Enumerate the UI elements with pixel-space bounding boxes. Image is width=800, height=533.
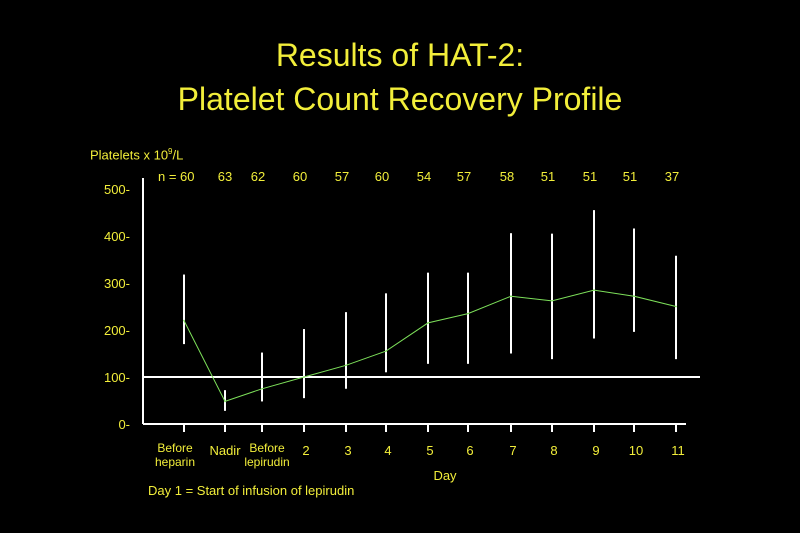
y-tick-label: 300- [104,276,130,291]
x-tick-label-line: lepirudin [244,455,289,469]
data-point [593,289,595,291]
n-count-label: 51 [541,169,555,184]
y-tick-label: 100- [104,370,130,385]
y-tick-label: 0- [118,417,130,432]
slide-title-line1: Results of HAT-2: [275,37,525,73]
y-axis-label-suffix: /L [172,147,184,163]
n-count-label: 51 [623,169,637,184]
y-tick-label: 500- [104,182,130,197]
series-line [183,289,677,403]
data-point [467,312,469,315]
n-count-label: 63 [218,169,232,184]
data-point [183,319,185,322]
n-count-label: 62 [251,169,265,184]
x-tick-label-line: Before [249,441,285,455]
n-count-label: 57 [457,169,471,184]
y-tick-label: 200- [104,323,130,338]
x-tick-label: 5 [426,443,433,458]
data-point [385,350,387,352]
data-point [345,364,347,367]
data-point [261,387,263,390]
n-count-label: 58 [500,169,514,184]
data-point [427,322,429,324]
data-point [224,400,226,403]
data-point [675,305,677,308]
y-axis-label-prefix: Platelets x 10 [90,147,169,163]
data-point [303,376,305,378]
x-tick-label: 2 [302,443,309,458]
x-tick-label: Nadir [209,443,241,458]
n-count-label: 51 [583,169,597,184]
x-tick-label: 9 [592,443,599,458]
x-tick-label: Before lepirudin [244,441,289,469]
y-tick-label: 400- [104,229,130,244]
n-count-label: n = 60 [158,169,195,184]
y-axis-label: Platelets x 109/L [90,147,183,162]
n-count-label: 37 [665,169,679,184]
y-axis-label-exponent: 9 [168,147,173,156]
x-tick-label: 6 [466,443,473,458]
x-axis-title: Day [433,468,457,483]
x-tick-label: 10 [629,443,643,458]
data-point [551,300,553,302]
n-count-label: 57 [335,169,349,184]
n-count-label: 60 [293,169,307,184]
data-point [510,295,512,297]
x-tick-label: 3 [344,443,351,458]
slide-title-line2: Platelet Count Recovery Profile [177,81,623,117]
x-tick-label: Before heparin [155,441,195,469]
x-tick-label-line: Before [157,441,193,455]
x-tick-label: 4 [384,443,391,458]
x-tick-label-line: heparin [155,455,195,469]
data-point [633,295,635,297]
x-tick-label: 8 [550,443,557,458]
n-count-label: 60 [375,169,389,184]
x-tick-label: 11 [671,443,685,458]
n-count-label: 54 [417,169,431,184]
x-tick-label: 7 [509,443,516,458]
footnote: Day 1 = Start of infusion of lepirudin [148,483,354,498]
